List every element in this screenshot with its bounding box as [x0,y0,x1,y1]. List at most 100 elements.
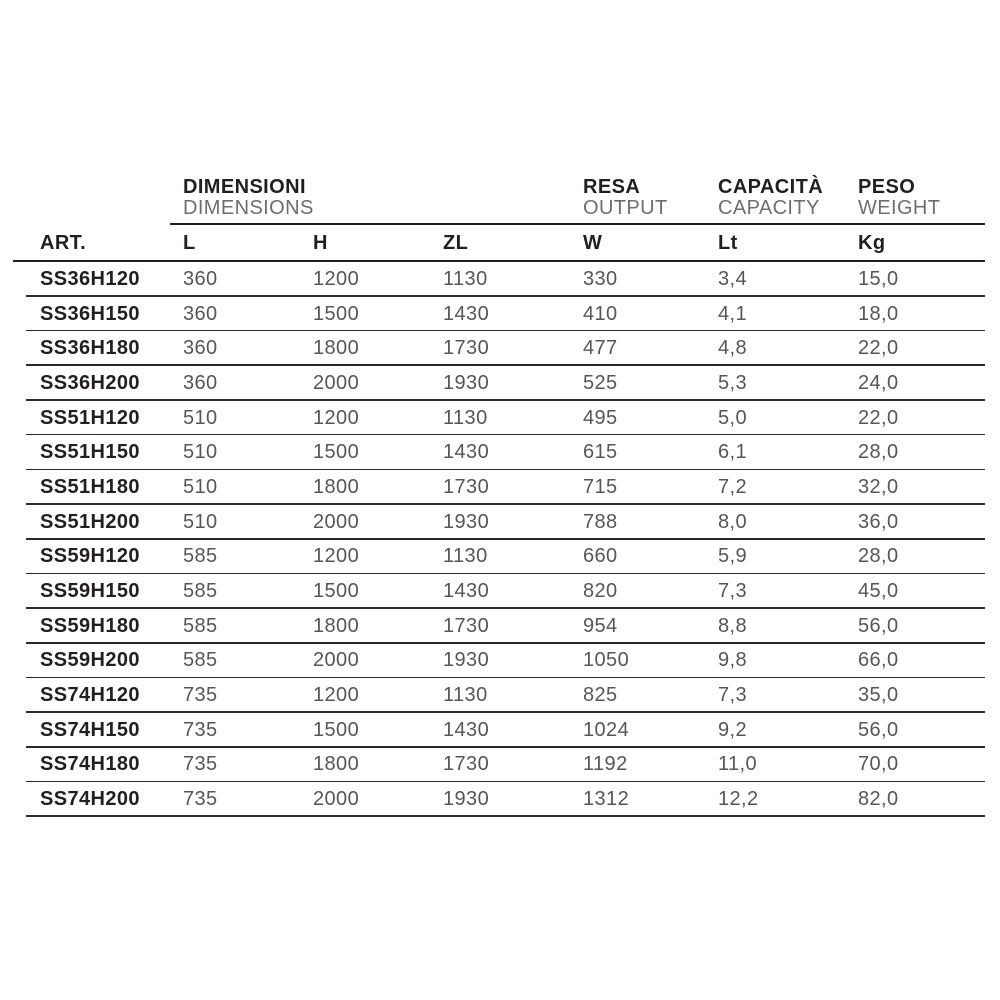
cell-w: 825 [583,684,618,707]
cell-art: SS74H180 [40,753,140,776]
cell-w: 1050 [583,649,630,672]
cell-zl: 1130 [443,684,488,707]
cell-h: 1500 [313,580,360,603]
cell-zl: 1430 [443,580,490,603]
cell-zl: 1930 [443,510,490,533]
cell-h: 1500 [313,302,360,325]
column-header-zl: ZL [443,232,469,254]
cell-h: 1800 [313,614,360,637]
cell-kg: 45,0 [858,580,899,603]
cell-l: 735 [183,753,218,776]
cell-lt: 4,8 [718,337,748,360]
cell-art: SS51H120 [40,406,140,429]
group-header-output: RESA OUTPUT [570,175,705,220]
cell-art: SS51H150 [40,441,140,464]
cell-kg: 15,0 [858,267,899,290]
cell-h: 1500 [313,441,360,464]
cell-lt: 5,0 [718,406,748,429]
table-group-header-row: DIMENSIONI DIMENSIONS RESA OUTPUT CAPACI… [13,175,985,225]
group-header-dimensions: DIMENSIONI DIMENSIONS [170,176,570,220]
cell-l: 510 [183,441,218,464]
table-row: SS59H120 585 1200 1130 660 5,9 28,0 [13,540,985,575]
table-row: SS36H180 360 1800 1730 477 4,8 22,0 [13,331,985,366]
cell-art: SS36H120 [40,267,140,290]
group-title-resa: RESA [583,175,641,198]
cell-kg: 28,0 [858,545,899,568]
table-row: SS51H150 510 1500 1430 615 6,1 28,0 [13,435,985,470]
cell-l: 735 [183,718,218,741]
table-row: SS36H150 360 1500 1430 410 4,1 18,0 [13,297,985,332]
cell-art: SS59H120 [40,545,140,568]
cell-art: SS51H200 [40,510,140,533]
cell-w: 1024 [583,718,630,741]
cell-w: 954 [583,614,618,637]
cell-art: SS74H150 [40,718,140,741]
cell-w: 660 [583,545,618,568]
group-subtitle-capacity: CAPACITY [718,197,820,220]
cell-kg: 28,0 [858,441,899,464]
group-subtitle-dimensions: DIMENSIONS [183,197,314,220]
cell-kg: 66,0 [858,649,899,672]
table-row: SS59H150 585 1500 1430 820 7,3 45,0 [13,574,985,609]
cell-l: 735 [183,788,218,811]
cell-lt: 6,1 [718,441,748,464]
cell-h: 2000 [313,649,360,672]
table-column-header-row: ART. L H ZL W Lt Kg [13,225,985,262]
cell-zl: 1730 [443,475,490,498]
cell-w: 330 [583,267,618,290]
cell-h: 1200 [313,545,360,568]
cell-art: SS74H200 [40,788,140,811]
cell-w: 410 [583,302,618,325]
cell-w: 1192 [583,753,628,776]
cell-h: 2000 [313,788,360,811]
cell-w: 477 [583,337,618,360]
table-row: SS36H200 360 2000 1930 525 5,3 24,0 [13,366,985,401]
cell-l: 510 [183,406,218,429]
cell-lt: 7,2 [718,475,748,498]
cell-lt: 8,0 [718,510,748,533]
column-header-l: L [183,232,196,254]
column-header-art: ART. [40,232,87,254]
cell-zl: 1130 [443,406,488,429]
cell-w: 820 [583,580,618,603]
cell-lt: 11,0 [718,753,758,776]
cell-h: 1500 [313,718,360,741]
table-row: SS74H200 735 2000 1930 1312 12,2 82,0 [13,782,985,817]
cell-l: 360 [183,337,218,360]
cell-l: 510 [183,475,218,498]
group-header-weight: PESO WEIGHT [845,176,985,220]
cell-zl: 1130 [443,545,488,568]
cell-l: 735 [183,684,218,707]
cell-kg: 18,0 [858,302,899,325]
cell-lt: 5,3 [718,371,748,394]
cell-h: 1200 [313,406,360,429]
group-subtitle-output: OUTPUT [583,197,668,220]
cell-l: 360 [183,371,218,394]
cell-kg: 32,0 [858,475,899,498]
cell-l: 510 [183,510,218,533]
cell-zl: 1730 [443,337,490,360]
cell-art: SS59H180 [40,614,140,637]
cell-art: SS74H120 [40,684,140,707]
table-row: SS59H200 585 2000 1930 1050 9,8 66,0 [13,644,985,679]
cell-lt: 4,1 [718,302,748,325]
cell-lt: 9,8 [718,649,748,672]
cell-l: 585 [183,614,218,637]
column-header-kg: Kg [858,232,886,254]
group-header-capacity: CAPACITÀ CAPACITY [705,176,845,220]
cell-kg: 35,0 [858,684,899,707]
cell-h: 2000 [313,510,360,533]
cell-l: 360 [183,302,218,325]
cell-w: 715 [583,475,618,498]
column-header-h: H [313,232,328,254]
cell-w: 525 [583,371,618,394]
column-header-lt: Lt [718,232,738,254]
cell-l: 585 [183,545,218,568]
cell-w: 788 [583,510,618,533]
cell-kg: 56,0 [858,718,899,741]
cell-l: 360 [183,267,218,290]
cell-art: SS51H180 [40,475,140,498]
cell-art: SS36H180 [40,337,140,360]
cell-art: SS59H200 [40,649,140,672]
cell-lt: 7,3 [718,684,748,707]
